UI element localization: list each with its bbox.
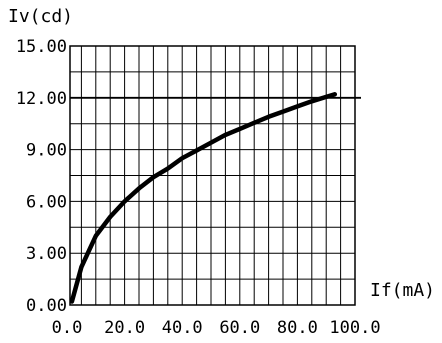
series-layer [69,92,338,304]
grid-lines [70,46,355,305]
x-tick-label: 80.0 [277,318,318,338]
y-axis-title: Iv(cd) [8,6,73,27]
x-tick-label: 40.0 [162,318,203,338]
x-tick-label: 60.0 [219,318,260,338]
x-axis-title: If(mA) [370,280,435,301]
x-tick-labels: 0.0 20.0 40.0 60.0 80.0 100.0 [52,318,381,338]
y-tick-label: 6.00 [26,192,67,212]
y-tick-label: 0.00 [26,296,67,316]
plot-frame [69,45,356,306]
x-tick-label: 20.0 [104,318,145,338]
x-tick-label: 100.0 [329,318,380,338]
series-line-0 [69,92,338,304]
y-tick-label: 12.00 [16,89,67,109]
plot-border [69,45,356,306]
x-tick-label: 0.0 [52,318,83,338]
y-tick-label: 15.00 [16,37,67,57]
y-tick-labels: 0.00 3.00 6.00 9.00 12.00 15.00 [16,37,67,316]
y-tick-label: 9.00 [26,141,67,161]
y-tick-label: 3.00 [26,244,67,264]
